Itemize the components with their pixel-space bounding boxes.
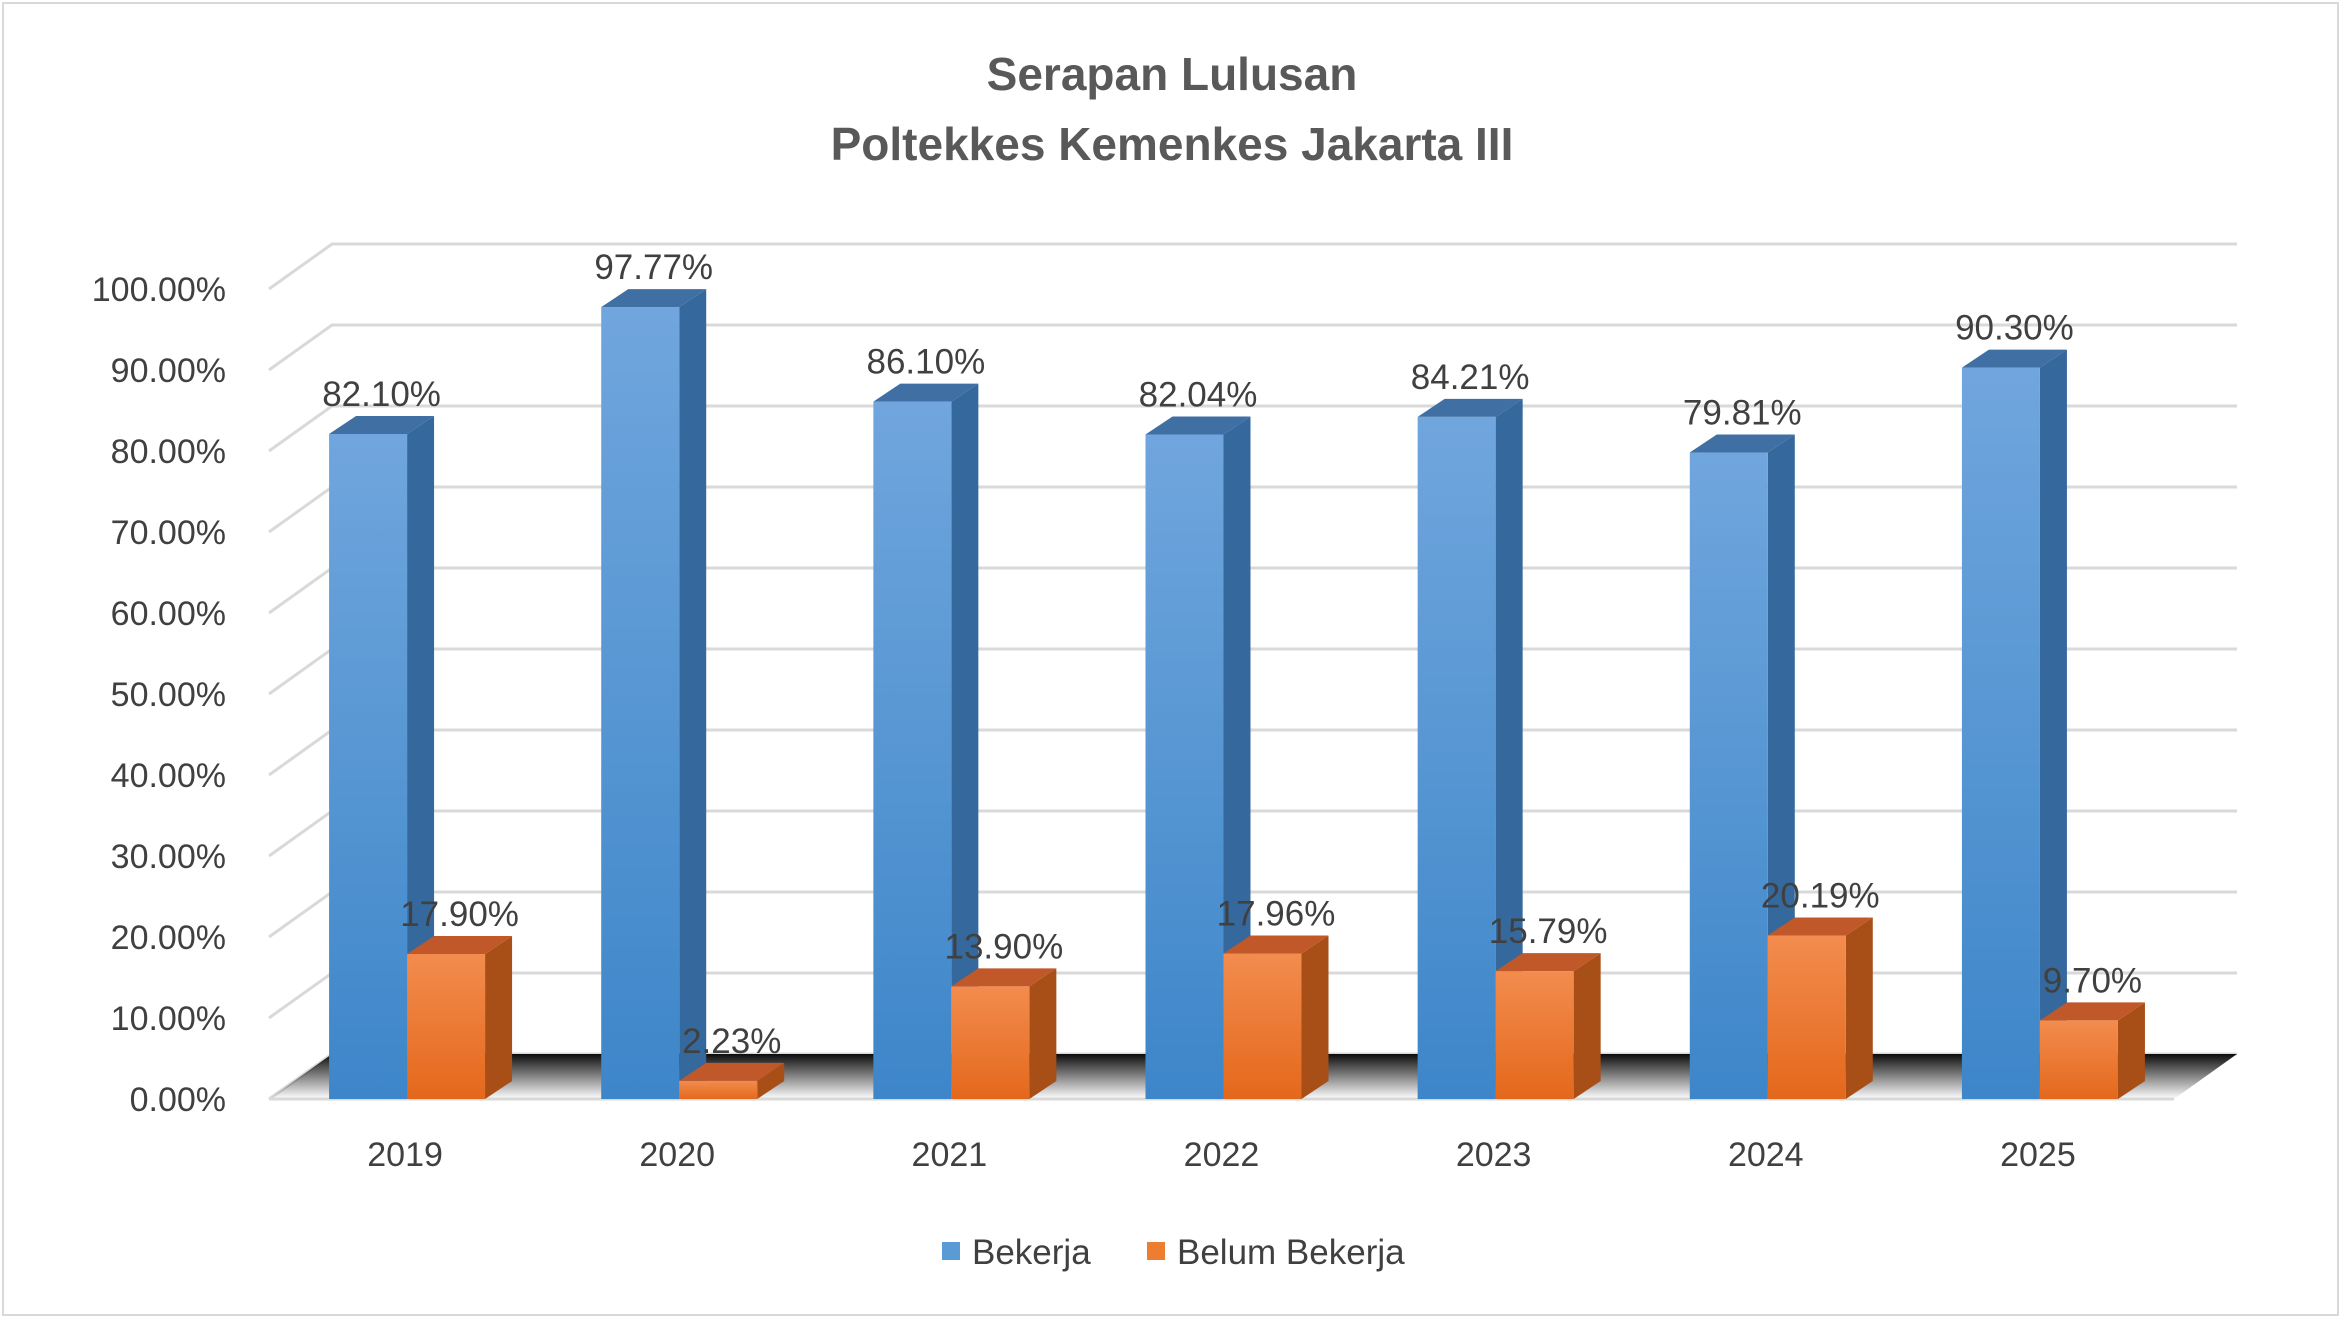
y-tick-label: 0.00% [130,1081,226,1119]
bar-bekerja [601,289,707,1099]
bar-chart: Serapan Lulusan Poltekkes Kemenkes Jakar… [92,48,2237,1272]
x-tick-label: 2024 [1728,1136,1804,1174]
y-tick-label: 40.00% [111,757,226,795]
data-label: 82.04% [1139,375,1258,414]
x-tick-label: 2023 [1456,1136,1532,1174]
data-label: 17.96% [1217,895,1336,934]
chart-title: Serapan Lulusan [987,48,1358,100]
data-label: 2.23% [682,1022,781,1061]
bars [329,289,2145,1100]
gridline [268,404,2237,453]
bar-belum-bekerja [1495,953,1601,1099]
data-label: 90.30% [1955,309,2074,348]
x-axis-categories: 2019 2020 2021 2022 2023 2024 2025 [367,1136,2075,1174]
data-labels: 82.10% 17.90% 97.77% 2.23% 86.10% 13.90% 82.04… [322,248,2142,1061]
legend-swatch-bekerja [942,1242,960,1260]
bar-belum-bekerja [407,936,513,1099]
data-label: 86.10% [866,343,985,382]
bar-bekerja [1417,398,1523,1099]
data-label: 9.70% [2043,961,2142,1000]
data-label: 15.79% [1489,912,1608,951]
y-tick-label: 30.00% [111,838,226,876]
legend-swatch-belum-bekerja [1147,1242,1165,1260]
data-label: 84.21% [1411,358,1530,397]
y-tick-label: 60.00% [111,595,226,633]
bar-belum-bekerja [1223,935,1329,1099]
data-label: 17.90% [400,895,519,934]
gridline [268,323,2237,372]
data-label: 20.19% [1761,876,1880,915]
bar-bekerja [873,383,979,1100]
bar-bekerja [1961,349,2067,1099]
x-tick-label: 2021 [912,1136,988,1174]
y-tick-label: 70.00% [111,514,226,552]
x-tick-label: 2019 [367,1136,443,1174]
data-label: 79.81% [1683,394,1802,433]
y-tick-label: 50.00% [111,676,226,714]
bar-belum-bekerja [679,1062,785,1099]
x-tick-label: 2022 [1184,1136,1260,1174]
x-tick-label: 2020 [639,1136,715,1174]
bar-belum-bekerja [1767,917,1873,1099]
y-tick-label: 80.00% [111,433,226,471]
bar-belum-bekerja [951,968,1057,1099]
y-tick-label: 90.00% [111,352,226,390]
y-tick-label: 20.00% [111,919,226,957]
legend-label-belum-bekerja: Belum Bekerja [1177,1233,1405,1272]
legend-label-bekerja: Bekerja [972,1233,1091,1272]
y-tick-label: 100.00% [92,271,226,309]
chart-subtitle: Poltekkes Kemenkes Jakarta III [831,118,1514,170]
x-tick-label: 2025 [2000,1136,2076,1174]
bar-belum-bekerja [2039,1002,2145,1099]
data-label: 97.77% [594,248,713,287]
bar-bekerja [329,415,435,1099]
gridline [268,242,2237,291]
y-tick-label: 10.00% [111,1000,226,1038]
data-label: 82.10% [322,375,441,414]
data-label: 13.90% [944,927,1063,966]
y-axis-ticks: 0.00% 10.00% 20.00% 30.00% 40.00% 50.00% 60.00… [92,271,226,1119]
bar-bekerja [1145,416,1251,1099]
legend: Bekerja Belum Bekerja [942,1233,1405,1272]
